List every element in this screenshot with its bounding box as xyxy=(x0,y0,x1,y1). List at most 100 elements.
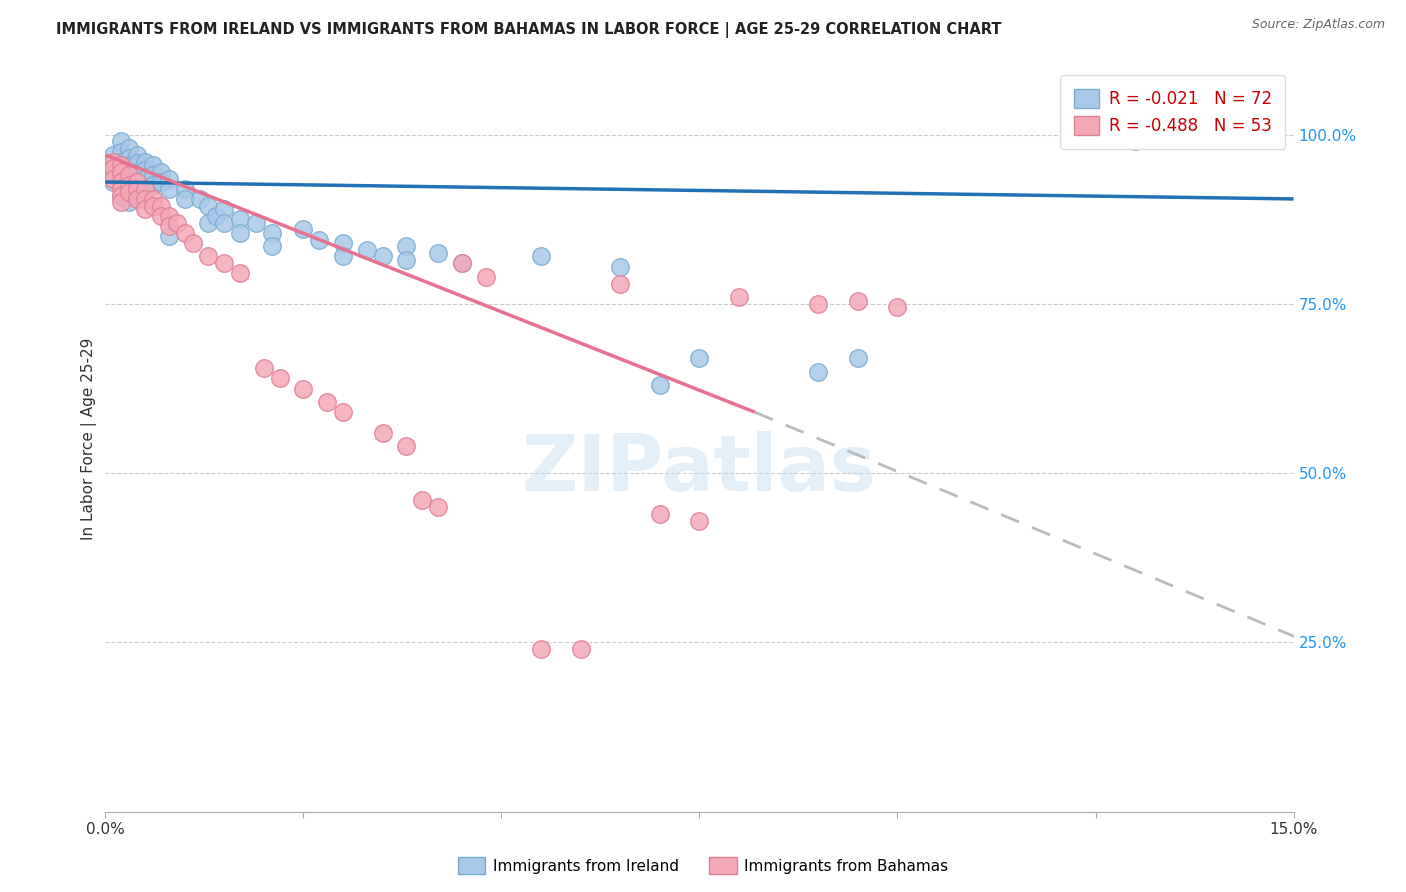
Point xyxy=(118,158,141,172)
Point xyxy=(103,161,125,176)
Point xyxy=(371,250,394,264)
Point xyxy=(395,252,418,267)
Point xyxy=(149,209,172,223)
Point xyxy=(332,250,354,264)
Point xyxy=(110,158,132,172)
Point xyxy=(728,290,751,304)
Point xyxy=(609,260,631,274)
Point xyxy=(134,182,156,196)
Point xyxy=(648,378,671,392)
Point xyxy=(689,514,711,528)
Point xyxy=(157,182,180,196)
Point xyxy=(689,351,711,365)
Point xyxy=(103,148,125,162)
Point xyxy=(214,202,236,216)
Point xyxy=(371,425,394,440)
Point xyxy=(229,212,252,227)
Point xyxy=(110,175,132,189)
Point xyxy=(118,165,141,179)
Point xyxy=(253,361,276,376)
Point xyxy=(807,365,830,379)
Point xyxy=(118,185,141,199)
Point xyxy=(127,156,149,170)
Point xyxy=(530,642,553,657)
Point xyxy=(427,500,450,514)
Point xyxy=(157,209,180,223)
Point xyxy=(214,216,236,230)
Point xyxy=(205,209,228,223)
Point xyxy=(173,192,195,206)
Point xyxy=(197,216,219,230)
Point xyxy=(134,182,156,196)
Point xyxy=(474,269,496,284)
Point xyxy=(134,154,156,169)
Point xyxy=(807,297,830,311)
Point xyxy=(134,202,156,216)
Point xyxy=(127,182,149,196)
Text: Source: ZipAtlas.com: Source: ZipAtlas.com xyxy=(1251,18,1385,31)
Point xyxy=(308,233,330,247)
Point xyxy=(166,216,188,230)
Point xyxy=(142,199,165,213)
Point xyxy=(157,171,180,186)
Point xyxy=(110,165,132,179)
Point xyxy=(142,178,165,193)
Point xyxy=(118,151,141,165)
Legend: Immigrants from Ireland, Immigrants from Bahamas: Immigrants from Ireland, Immigrants from… xyxy=(451,851,955,880)
Point xyxy=(142,158,165,172)
Point xyxy=(127,192,149,206)
Point xyxy=(450,256,472,270)
Point xyxy=(190,192,212,206)
Point xyxy=(127,165,149,179)
Point xyxy=(110,154,132,169)
Point xyxy=(118,185,141,199)
Point xyxy=(197,199,219,213)
Point xyxy=(103,171,125,186)
Point xyxy=(316,395,339,409)
Point xyxy=(110,195,132,210)
Point xyxy=(260,239,283,253)
Point xyxy=(1123,135,1146,149)
Point xyxy=(110,188,132,202)
Point xyxy=(450,256,472,270)
Point xyxy=(229,267,252,281)
Legend: R = -0.021   N = 72, R = -0.488   N = 53: R = -0.021 N = 72, R = -0.488 N = 53 xyxy=(1060,75,1285,149)
Point xyxy=(292,222,315,236)
Point xyxy=(134,192,156,206)
Point xyxy=(142,192,165,206)
Point xyxy=(569,642,592,657)
Point xyxy=(157,219,180,233)
Point xyxy=(356,243,378,257)
Point xyxy=(110,188,132,202)
Point xyxy=(197,250,219,264)
Point xyxy=(395,439,418,453)
Point xyxy=(127,182,149,196)
Point xyxy=(395,239,418,253)
Point xyxy=(245,216,267,230)
Point xyxy=(118,178,141,193)
Point xyxy=(260,226,283,240)
Point xyxy=(292,382,315,396)
Point xyxy=(886,300,908,314)
Point xyxy=(103,154,125,169)
Point xyxy=(103,175,125,189)
Point xyxy=(530,250,553,264)
Text: ZIPatlas: ZIPatlas xyxy=(522,431,877,508)
Point xyxy=(332,235,354,250)
Point xyxy=(157,229,180,244)
Text: IMMIGRANTS FROM IRELAND VS IMMIGRANTS FROM BAHAMAS IN LABOR FORCE | AGE 25-29 CO: IMMIGRANTS FROM IRELAND VS IMMIGRANTS FR… xyxy=(56,22,1001,38)
Point xyxy=(411,493,433,508)
Point xyxy=(127,175,149,189)
Point xyxy=(110,182,132,196)
Point xyxy=(110,168,132,182)
Y-axis label: In Labor Force | Age 25-29: In Labor Force | Age 25-29 xyxy=(82,338,97,541)
Point xyxy=(118,178,141,193)
Point xyxy=(127,171,149,186)
Point xyxy=(103,168,125,182)
Point xyxy=(110,145,132,159)
Point xyxy=(134,171,156,186)
Point xyxy=(332,405,354,419)
Point xyxy=(149,165,172,179)
Point xyxy=(846,293,869,308)
Point xyxy=(173,226,195,240)
